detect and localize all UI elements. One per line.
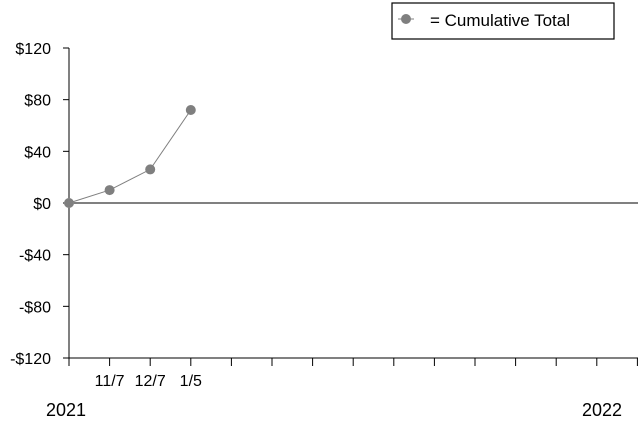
data-point	[64, 198, 74, 208]
legend-entry-cumulative-total: = Cumulative Total	[430, 11, 570, 30]
legend: = Cumulative Total	[391, 2, 615, 40]
data-point	[104, 185, 115, 196]
legend-box	[391, 2, 615, 40]
data-point	[185, 105, 196, 115]
y-tick-label: $80	[24, 93, 51, 110]
x-tick-label: 12/7	[135, 373, 166, 390]
series-line	[68, 109, 192, 204]
y-tick-label: -$80	[19, 299, 51, 316]
year-label-end: 2022	[582, 400, 622, 420]
x-tick-label: 11/7	[95, 373, 125, 390]
year-label-start: 2021	[46, 400, 86, 420]
y-tick-label: -$40	[19, 248, 51, 265]
y-tick-label: $40	[24, 144, 51, 161]
plot-area: $120 $80 $40 $0 -$40 -$80 -$120 11/7 12/7 1/5 2021…	[10, 41, 638, 420]
y-tick-label: $0	[33, 196, 51, 213]
y-tick-label: -$120	[10, 351, 51, 368]
y-tick-label: $120	[15, 41, 51, 58]
data-point	[145, 164, 156, 175]
x-tick-label: 1/5	[180, 373, 202, 390]
